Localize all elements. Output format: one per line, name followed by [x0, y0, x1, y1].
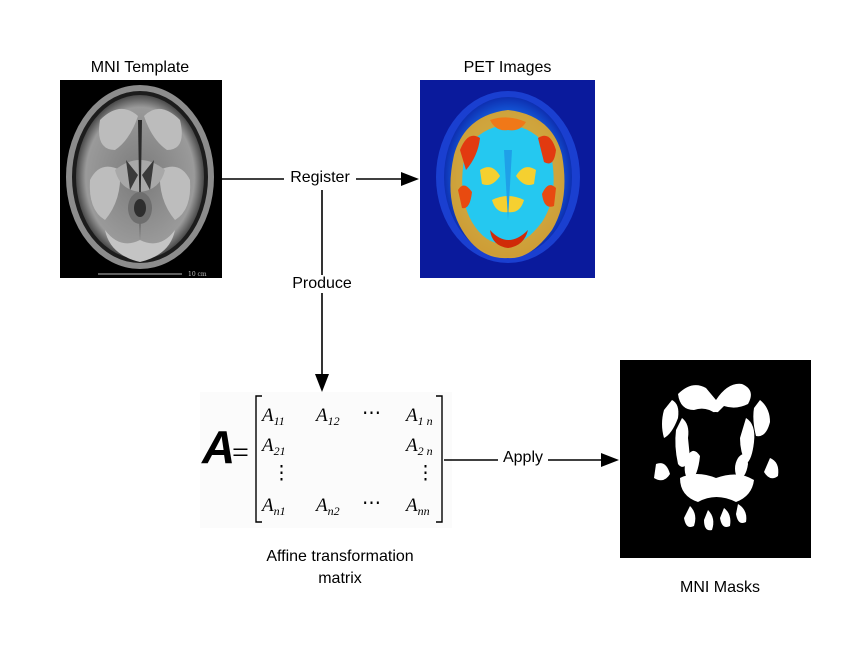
matrix-vdots-coln: ⋮ — [416, 463, 435, 484]
apply-label: Apply — [498, 449, 548, 467]
mni-template-label: MNI Template — [90, 59, 190, 76]
pet-image — [420, 80, 595, 278]
mni-masks-label: MNI Masks — [680, 579, 760, 596]
affine-matrix-label-line2: matrix — [318, 570, 362, 587]
affine-matrix: A = A11 A12 ⋯ A1 n A21 A2 n ⋮ ⋮ An1 An2 … — [200, 392, 452, 528]
matrix-hdots-row1: ⋯ — [362, 403, 381, 424]
matrix-cell-an2: An2 — [316, 495, 340, 519]
matrix-hdots-rown: ⋯ — [362, 493, 381, 514]
pet-images-label: PET Images — [463, 59, 552, 76]
produce-label: Produce — [282, 275, 362, 293]
mni-masks-image — [620, 360, 811, 558]
matrix-symbol: A — [202, 421, 236, 473]
matrix-cell-a11: A11 — [262, 405, 285, 429]
apply-arrowhead — [601, 453, 619, 467]
produce-arrowhead — [315, 374, 329, 392]
matrix-cell-a1n: A1 n — [406, 405, 433, 429]
matrix-brackets — [255, 395, 443, 523]
matrix-cell-ann: Ann — [406, 495, 430, 519]
matrix-cell-a2n: A2 n — [406, 435, 433, 459]
matrix-cell-an1: An1 — [262, 495, 286, 519]
matrix-equals: = — [232, 436, 249, 469]
affine-matrix-label-line1: Affine transformation — [266, 548, 414, 565]
register-label: Register — [284, 169, 356, 187]
matrix-vdots-col1: ⋮ — [272, 463, 291, 484]
scale-bar-label: 10 cm — [188, 271, 207, 278]
mni-template-image: 10 cm — [60, 80, 222, 278]
matrix-cell-a21: A21 — [262, 435, 286, 459]
matrix-cell-a12: A12 — [316, 405, 340, 429]
register-arrowhead — [401, 172, 419, 186]
